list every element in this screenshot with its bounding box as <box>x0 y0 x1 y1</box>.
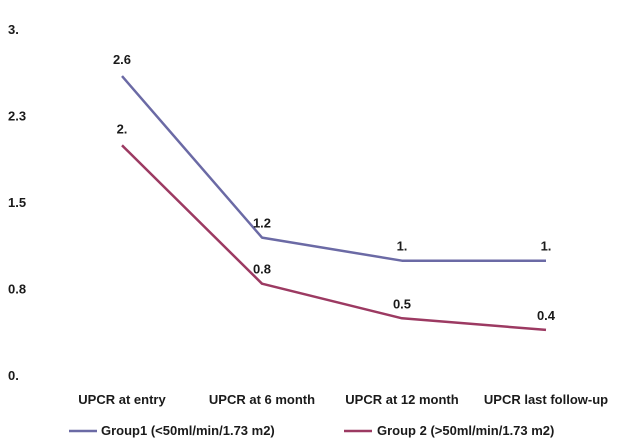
y-tick-label: 1.5 <box>8 195 26 210</box>
legend-label: Group 2 (>50ml/min/1.73 m2) <box>377 423 554 438</box>
x-axis: UPCR at entry UPCR at 6 month UPCR at 12 m… <box>78 392 608 407</box>
plot-area: 2.6 1.2 1. 1. 2. 0.8 0.5 0.4 <box>113 52 556 332</box>
y-tick-label: 3. <box>8 22 19 37</box>
y-axis: 0. 0.8 1.5 2.3 3. <box>8 22 26 383</box>
x-tick-label: UPCR at entry <box>78 392 166 407</box>
data-label: 1. <box>397 239 408 254</box>
legend: Group1 (<50ml/min/1.73 m2) Group 2 (>50ml… <box>69 423 554 438</box>
data-label: 2.6 <box>113 52 131 67</box>
x-tick-label: UPCR last follow-up <box>484 392 608 407</box>
series-line-1 <box>121 75 546 262</box>
x-tick-label: UPCR at 6 month <box>209 392 315 407</box>
data-label: 0.4 <box>537 308 556 323</box>
legend-label: Group1 (<50ml/min/1.73 m2) <box>101 423 275 438</box>
y-tick-label: 0. <box>8 368 19 383</box>
y-tick-label: 0.8 <box>8 282 26 297</box>
data-label: 0.5 <box>393 296 411 311</box>
data-label: 1.2 <box>253 216 271 231</box>
data-label: 2. <box>117 121 128 136</box>
data-label: 0.8 <box>253 262 271 277</box>
y-tick-label: 2.3 <box>8 109 26 124</box>
data-label: 1. <box>541 239 552 254</box>
series-line-2 <box>121 144 547 332</box>
x-tick-label: UPCR at 12 month <box>345 392 458 407</box>
